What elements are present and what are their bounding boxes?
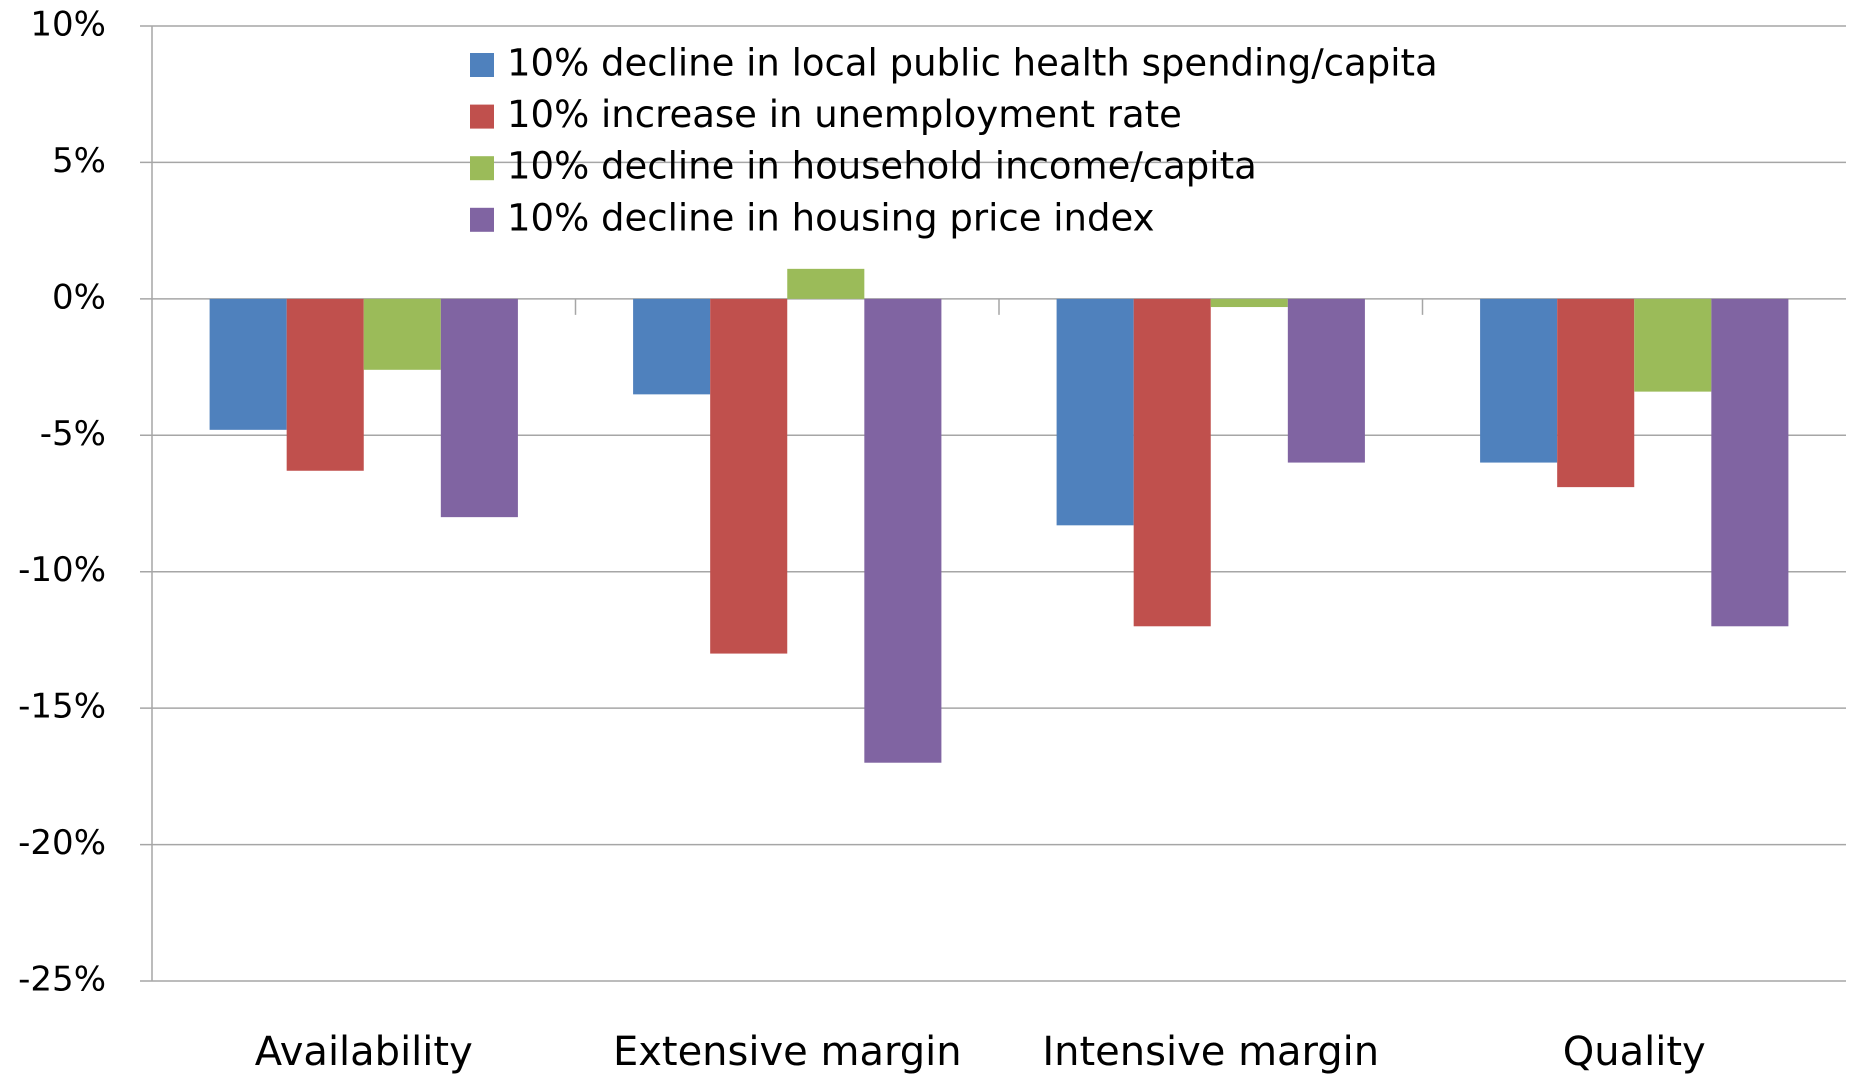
bar — [1711, 298, 1789, 627]
y-tick-label: -25% — [18, 960, 106, 1000]
legend-label: 10% decline in household income/capita — [507, 145, 1257, 188]
y-tick-label: 5% — [52, 141, 106, 181]
bar — [1056, 298, 1134, 526]
legend-label: 10% increase in unemployment rate — [507, 93, 1182, 136]
legend-label: 10% decline in housing price index — [507, 196, 1154, 239]
bar — [1634, 298, 1712, 392]
legend-swatch — [470, 53, 494, 77]
bar — [787, 268, 865, 299]
bar — [710, 298, 788, 654]
bar — [1557, 298, 1635, 488]
bar — [363, 298, 441, 370]
x-tick-label: Quality — [1563, 1029, 1706, 1075]
x-tick-label: Availability — [255, 1029, 473, 1075]
y-tick-label: 10% — [30, 5, 106, 45]
legend-swatch — [470, 156, 494, 181]
legend-label: 10% decline in local public health spend… — [507, 42, 1438, 85]
bar — [864, 298, 942, 763]
bar — [286, 298, 364, 471]
bar — [1287, 298, 1365, 463]
bar — [1210, 298, 1288, 308]
y-tick-label: -5% — [40, 414, 106, 454]
legend-swatch — [470, 207, 494, 232]
x-tick-label: Extensive margin — [613, 1029, 962, 1075]
bar — [1133, 298, 1211, 627]
y-tick-label: -10% — [18, 550, 106, 590]
y-tick-label: -15% — [18, 687, 106, 727]
y-tick-label: -20% — [18, 823, 106, 863]
bar — [209, 298, 287, 430]
bar — [1480, 298, 1558, 463]
y-tick-label: 0% — [52, 277, 106, 317]
x-tick-label: Intensive margin — [1042, 1029, 1379, 1075]
bar — [440, 298, 518, 518]
bar — [633, 298, 711, 395]
legend-swatch — [470, 104, 494, 129]
